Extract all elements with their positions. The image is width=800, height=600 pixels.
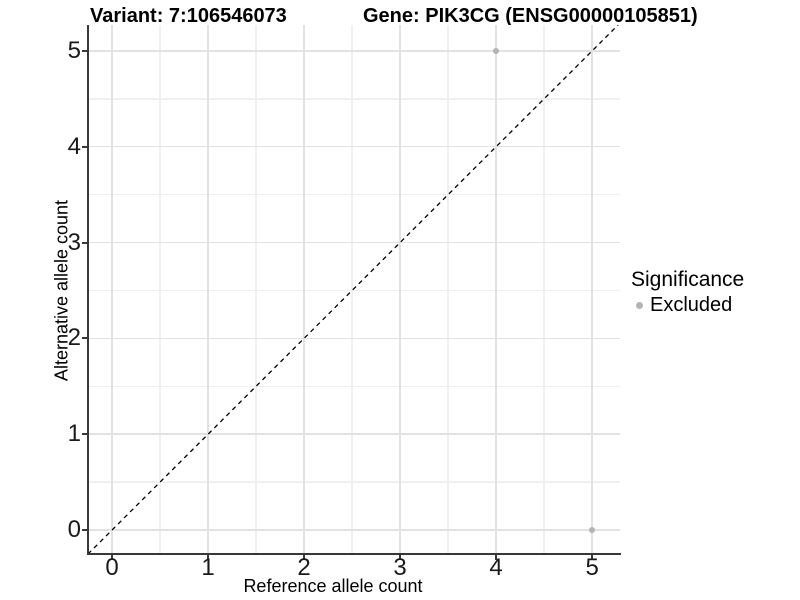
x-tick-label: 0 (105, 554, 119, 581)
minor-gridline-horizontal (88, 98, 620, 100)
y-tick-mark (81, 49, 87, 52)
y-tick-mark (81, 145, 87, 148)
x-axis-line (86, 553, 621, 555)
major-gridline-vertical (303, 25, 305, 554)
identity-dashed-line (88, 25, 619, 554)
x-tick-mark (303, 555, 306, 560)
minor-gridline-horizontal (88, 385, 620, 388)
y-axis-title: Alternative allele count (51, 199, 72, 382)
minor-gridline-horizontal (88, 481, 620, 483)
legend: Significance Excluded (631, 267, 744, 317)
major-gridline-vertical (399, 25, 401, 554)
plot-title-gene: Gene: PIK3CG (ENSG00000105851) (363, 5, 698, 27)
y-tick-label: 1 (67, 420, 81, 448)
major-gridline-vertical (207, 25, 209, 554)
y-tick-mark (81, 241, 87, 244)
major-gridline-horizontal (88, 50, 620, 52)
minor-gridline-vertical (543, 25, 545, 554)
y-tick-mark (81, 337, 87, 340)
major-gridline-horizontal (88, 529, 620, 531)
y-tick-mark (81, 529, 87, 532)
data-point (589, 527, 596, 534)
legend-point-marker-icon (636, 302, 643, 309)
y-tick-label: 2 (67, 324, 81, 352)
major-gridline-horizontal (88, 433, 620, 435)
y-axis-line (86, 25, 89, 555)
major-gridline-vertical (591, 25, 593, 554)
y-tick-label: 3 (67, 228, 81, 256)
x-tick-mark (495, 555, 498, 560)
y-tick-label: 0 (67, 516, 81, 544)
x-tick-mark (591, 555, 594, 560)
major-gridline-horizontal (88, 337, 620, 340)
identity-line-layer (88, 25, 619, 554)
x-tick-mark (399, 555, 402, 560)
major-gridline-vertical (111, 25, 113, 554)
x-tick-mark (111, 555, 113, 560)
minor-gridline-vertical (447, 25, 449, 554)
major-gridline-horizontal (88, 241, 620, 244)
x-tick-mark (207, 555, 210, 560)
x-tick-label: 5 (585, 554, 599, 581)
y-tick-mark (81, 433, 87, 436)
major-gridline-vertical (495, 25, 497, 554)
y-tick-label: 5 (67, 36, 81, 64)
x-tick-label: 4 (489, 554, 503, 581)
legend-item-label: Excluded (650, 294, 733, 316)
legend-title: Significance (631, 268, 745, 291)
plot-title-variant: Variant: 7:106546073 (90, 5, 287, 27)
major-gridline-horizontal (88, 145, 620, 148)
legend-item-excluded: Excluded (631, 294, 744, 317)
x-axis-title: Reference allele count (243, 576, 423, 596)
minor-gridline-horizontal (88, 193, 620, 196)
y-tick-label: 4 (67, 132, 81, 160)
data-point (493, 47, 500, 54)
minor-gridline-vertical (159, 25, 161, 554)
minor-gridline-vertical (351, 25, 353, 554)
x-tick-label: 1 (201, 554, 215, 581)
minor-gridline-horizontal (88, 289, 620, 292)
minor-gridline-vertical (255, 25, 257, 554)
x-tick-label: 2 (297, 554, 311, 581)
chart-panel (88, 25, 620, 554)
x-tick-label: 3 (393, 554, 407, 581)
